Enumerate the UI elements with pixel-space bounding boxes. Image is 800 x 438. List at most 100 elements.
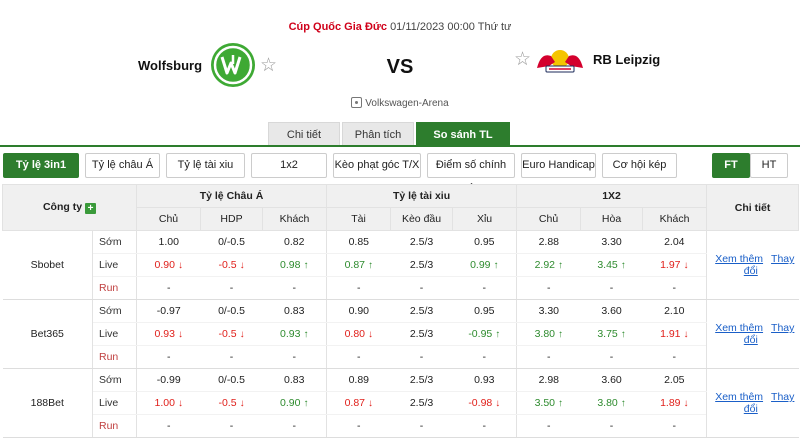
tab-details[interactable]: Chi tiết [268, 122, 340, 146]
odds-cell: 2.5/3 [390, 299, 453, 323]
arrow-down-icon: ↓ [177, 329, 183, 340]
odds-value: 0.90 [154, 259, 175, 271]
asian-header: Tỷ lệ Châu Á [136, 184, 328, 208]
odds-cell: 1.00 [136, 230, 201, 254]
odds-cell: - [516, 345, 581, 369]
changes-link[interactable]: Thay đổi [743, 253, 795, 277]
odds-cell: 3.80 ↑ [516, 322, 581, 346]
odds-cell: 3.60 [580, 299, 643, 323]
filter-correct-score-button[interactable]: Điểm số chính xác [427, 153, 515, 194]
bookmaker-name[interactable]: Sbobet [2, 230, 93, 300]
subheader-home: Chủ [136, 207, 202, 231]
changes-link[interactable]: Thay đổi [743, 391, 795, 415]
odds-cell: 3.60 [580, 368, 643, 392]
bookmaker-name[interactable]: 188Bet [2, 368, 93, 438]
odds-cell: - [516, 414, 581, 438]
odds-cell: - [642, 414, 708, 438]
filter-1x2-button[interactable]: 1x2 [251, 153, 327, 178]
odds-value: -0.98 [468, 397, 493, 409]
changes-link[interactable]: Thay đổi [743, 322, 795, 346]
odds-value: 2.10 [664, 305, 685, 317]
odds-value: 0.95 [474, 305, 495, 317]
arrow-up-icon: ↑ [620, 329, 626, 340]
view-more-link[interactable]: Xem thêm [715, 391, 764, 403]
table-row: Run - - - - - - - - - [3, 345, 799, 369]
filter-asian-button[interactable]: Tỷ lệ châu Á [85, 153, 160, 178]
subheader-2: Khách [642, 207, 708, 231]
odds-cell: 2.98 [516, 368, 581, 392]
tab-odds-compare[interactable]: So sánh TL [416, 122, 510, 146]
odds-cell: - [390, 276, 453, 300]
filter-euro-handicap-button[interactable]: Euro Handicap [521, 153, 596, 178]
odds-cell: 3.80 ↑ [580, 391, 643, 415]
vs-label: VS [386, 56, 414, 78]
odds-value: 2.88 [538, 236, 560, 248]
arrow-up-icon: ↑ [303, 260, 309, 271]
odds-cell: 1.00 ↓ [136, 391, 201, 415]
table-row: Bet365 Sớm -0.97 0/-0.5 0.83 0.90 2.5/3 0.95 3.3… [2, 299, 799, 369]
odds-cell: 0.95 [452, 230, 518, 254]
away-team-name[interactable]: RB Leipzig [593, 51, 661, 67]
odds-value: 3.30 [601, 236, 622, 248]
home-team: Wolfsburg ☆ [138, 42, 281, 88]
detail-header: Chi tiết [706, 184, 800, 231]
odds-cell: 2.04 [642, 230, 708, 254]
odds-value: -0.95 [468, 328, 493, 340]
arrow-up-icon: ↑ [558, 329, 564, 340]
arrow-down-icon: ↓ [495, 398, 501, 409]
favorite-away-star-icon[interactable]: ☆ [514, 48, 532, 70]
arrow-up-icon: ↑ [620, 260, 626, 271]
odds-cell: 3.45 ↑ [580, 253, 643, 277]
league-line: Cúp Quốc Gia Đức 01/11/2023 00:00 Thứ tư [0, 21, 800, 33]
odds-value: 0.83 [284, 305, 305, 317]
odds-cell: - [580, 414, 643, 438]
odds-cell: - [452, 276, 518, 300]
tab-analysis[interactable]: Phân tích [342, 122, 414, 146]
table-row: Live 0.90 ↓ -0.5 ↓ 0.98 ↑ 0.87 ↑ 2.5/3 0.99 ↑ 2.92 ↑ 3… [3, 253, 799, 277]
odds-cell: 0.93 [452, 368, 518, 392]
odds-table: Công ty + Tỷ lệ Châu Á Tỷ lệ tài xiu 1X2 … [1, 184, 800, 438]
table-row: Sbobet Sớm 1.00 0/-0.5 0.82 0.85 2.5/3 0.95 2.88… [2, 230, 799, 300]
bookmaker-name[interactable]: Bet365 [2, 299, 93, 369]
favorite-home-star-icon[interactable]: ☆ [260, 54, 278, 76]
odds-value: 0.90 [280, 397, 301, 409]
filter-over-under-button[interactable]: Tỷ lệ tài xiu [166, 153, 245, 178]
odds-value: 0.93 [154, 328, 175, 340]
arrow-down-icon: ↓ [683, 398, 689, 409]
odds-value: 0.82 [284, 236, 305, 248]
filter-double-chance-button[interactable]: Cơ hội kép [602, 153, 677, 178]
odds-cell: 2.5/3 [390, 368, 453, 392]
arrow-down-icon: ↓ [683, 329, 689, 340]
odds-value: 0.95 [474, 236, 495, 248]
row-type-label: Sớm [92, 368, 138, 392]
arrow-up-icon: ↑ [303, 398, 309, 409]
odds-cell: 0.87 ↓ [326, 391, 391, 415]
odds-value: 1.00 [158, 236, 179, 248]
odds-cell: - [136, 345, 201, 369]
odds-cell: 0.95 [452, 299, 518, 323]
filter-corner-button[interactable]: Kèo phạt góc T/X [333, 153, 421, 178]
view-more-link[interactable]: Xem thêm [715, 322, 764, 334]
filter-3in1-button[interactable]: Tỷ lệ 3in1 [3, 153, 79, 178]
odds-cell: - [200, 345, 263, 369]
home-team-name[interactable]: Wolfsburg [138, 57, 203, 73]
odds-value: 0.98 [280, 259, 301, 271]
odds-cell: -0.5 ↓ [200, 391, 263, 415]
odds-cell: - [326, 276, 391, 300]
odds-value: 0.93 [474, 374, 495, 386]
period-ft-button[interactable]: FT [712, 153, 750, 178]
odds-cell: 0.90 ↓ [136, 253, 201, 277]
odds-value: 1.97 [660, 259, 681, 271]
add-company-icon[interactable]: + [85, 203, 97, 214]
subheader-away: Khách [262, 207, 328, 231]
odds-value: 0.80 [344, 328, 365, 340]
odds-cell: 0/-0.5 [200, 230, 263, 254]
league-name[interactable]: Cúp Quốc Gia Đức [288, 21, 387, 33]
arrow-down-icon: ↓ [177, 260, 183, 271]
odds-value: 3.30 [538, 305, 560, 317]
odds-cell: 1.97 ↓ [642, 253, 708, 277]
view-more-link[interactable]: Xem thêm [715, 253, 764, 265]
arrow-down-icon: ↓ [368, 329, 373, 340]
period-ht-button[interactable]: HT [750, 153, 788, 178]
odds-value: 2.05 [664, 374, 685, 386]
